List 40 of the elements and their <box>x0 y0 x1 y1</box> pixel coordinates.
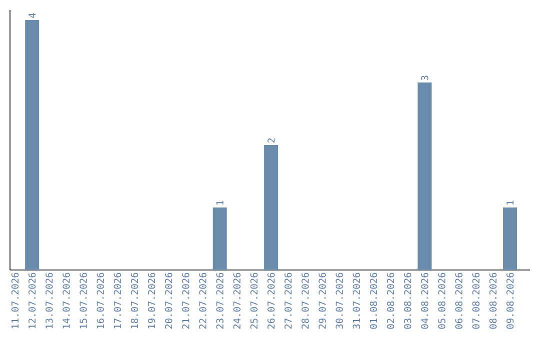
x-tick-label: 18.07.2026 <box>130 272 138 328</box>
x-tick-label: 24.07.2026 <box>233 272 241 329</box>
x-tick-label: 31.07.2026 <box>352 272 360 329</box>
x-tick-label: 17.07.2026 <box>114 272 122 328</box>
x-tick-label: 25.07.2026 <box>250 272 258 329</box>
bar <box>503 208 518 270</box>
x-tick-label: 15.07.2026 <box>80 272 87 328</box>
x-tick-label: 13.07.2026 <box>46 272 53 328</box>
x-tick-label: 22.07.2026 <box>199 272 206 329</box>
x-tick-label: 19.07.2026 <box>148 272 156 328</box>
x-tick-label: 03.08.2026 <box>404 272 412 329</box>
x-tick-label: 05.08.2026 <box>438 272 446 329</box>
bar <box>212 208 227 270</box>
x-tick-label: 07.08.2026 <box>472 272 480 329</box>
x-tick-label: 04.08.2026 <box>421 272 428 329</box>
x-tick-label: 28.07.2026 <box>302 272 309 329</box>
x-tick-label: 29.07.2026 <box>318 272 326 329</box>
x-tick-label: 01.08.2026 <box>370 272 378 329</box>
data-label: 1 <box>506 200 514 205</box>
x-tick-label: 14.07.2026 <box>62 272 70 328</box>
x-tick-label: 02.08.2026 <box>386 272 394 329</box>
x-tick-label: 16.07.2026 <box>96 272 104 328</box>
x-tick-label: 27.07.2026 <box>284 272 292 329</box>
x-tick-label: 21.07.2026 <box>182 272 190 329</box>
x-tick-label: 11.07.2026 <box>11 272 19 328</box>
x-tick-label: 09.08.2026 <box>506 272 514 329</box>
x-tick-label: 20.07.2026 <box>165 272 172 329</box>
bar <box>264 144 278 270</box>
bar <box>25 20 40 270</box>
data-label: 2 <box>268 138 275 143</box>
x-tick-label: 08.08.2026 <box>489 272 497 329</box>
x-tick-label: 06.08.2026 <box>455 272 462 329</box>
data-label: 4 <box>28 13 36 18</box>
x-tick-label: 23.07.2026 <box>216 272 224 329</box>
data-label: 3 <box>421 76 428 80</box>
bar <box>418 82 432 270</box>
data-label: 1 <box>216 200 224 205</box>
x-tick-label: 26.07.2026 <box>267 272 275 329</box>
x-tick-label: 12.07.2026 <box>28 272 36 328</box>
x-tick-label: 30.07.2026 <box>336 272 343 329</box>
